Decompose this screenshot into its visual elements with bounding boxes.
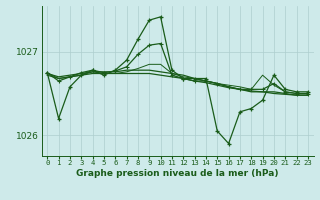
X-axis label: Graphe pression niveau de la mer (hPa): Graphe pression niveau de la mer (hPa): [76, 169, 279, 178]
